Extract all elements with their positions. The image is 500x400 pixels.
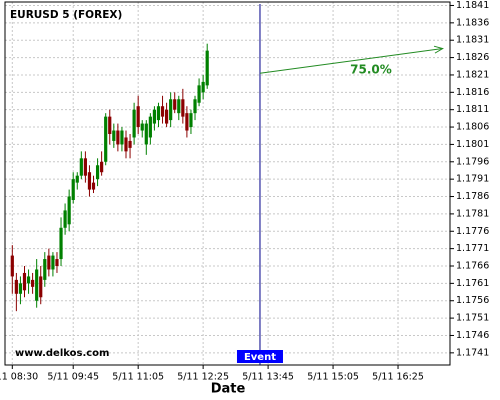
x-tick-label: 5/11 08:30 (0, 372, 38, 383)
projection-label: 75.0% (350, 63, 392, 77)
y-tick-label: 1.1766 (456, 261, 489, 272)
y-tick-label: 1.1756 (456, 295, 489, 306)
candle-body (39, 276, 43, 298)
candle-body (55, 259, 59, 266)
y-tick-label: 1.1801 (456, 139, 489, 150)
candle-body (22, 272, 27, 291)
candle-body (148, 116, 152, 138)
candle-body (75, 175, 79, 183)
candle-body (169, 99, 173, 121)
watermark: www.delkos.com (15, 348, 109, 359)
y-tick-label: 1.1836 (456, 17, 489, 28)
y-tick-label: 1.1751 (456, 313, 489, 324)
candle-body (112, 130, 116, 141)
candle-body (79, 158, 83, 176)
y-tick-label: 1.1821 (456, 69, 489, 80)
candle-body (205, 50, 209, 86)
candle-body (26, 276, 31, 284)
candle-body (18, 283, 23, 294)
y-tick-label: 1.1781 (456, 208, 489, 219)
event-label: Event (244, 352, 276, 363)
candle-body (67, 196, 71, 225)
candle-body (91, 182, 96, 190)
candle-body (95, 165, 100, 180)
candle-body (87, 172, 92, 190)
candle-body (31, 279, 35, 287)
candle-body (83, 158, 87, 176)
chart-title: EURUSD 5 (FOREX) (10, 9, 122, 21)
y-tick-label: 1.1841 (456, 0, 489, 11)
candle-body (100, 161, 104, 173)
candle-body (177, 99, 181, 114)
candle-body (47, 255, 51, 270)
x-tick-label: 5/11 13:45 (242, 372, 294, 383)
candle-body (189, 113, 193, 128)
y-tick-label: 1.1811 (456, 104, 489, 115)
y-tick-label: 1.1826 (456, 52, 489, 63)
projection-arrow (259, 48, 443, 74)
arrow-head (433, 45, 444, 54)
candle-body (108, 116, 112, 134)
candle-body (173, 99, 177, 110)
candle-body (124, 137, 128, 152)
y-tick-label: 1.1741 (456, 347, 489, 358)
y-tick-label: 1.1746 (456, 330, 489, 341)
candles (10, 43, 209, 312)
candle-body (197, 85, 201, 103)
candle-body (104, 116, 108, 162)
candle-body (193, 99, 197, 114)
candle-body (43, 259, 47, 280)
candle-body (51, 255, 55, 270)
y-tick-label: 1.1816 (456, 87, 489, 98)
candle-body (35, 269, 39, 301)
candle-body (71, 179, 75, 200)
candle-body (201, 81, 205, 93)
candle-body (136, 106, 140, 128)
x-tick-label: 5/11 09:45 (47, 372, 99, 383)
x-tick-label: 5/11 11:05 (112, 372, 164, 383)
y-tick-label: 1.1786 (456, 191, 489, 202)
candle-body (164, 109, 169, 124)
candle-body (10, 255, 14, 277)
x-tick-label: 5/11 12:25 (177, 372, 229, 383)
candle-body (160, 106, 165, 117)
candle-body (116, 130, 120, 145)
candle-body (14, 279, 18, 294)
candle-body (63, 210, 67, 228)
x-tick-label: 5/11 15:05 (307, 372, 359, 383)
candle-body (152, 109, 157, 124)
candle-body (120, 130, 124, 145)
candle-body (185, 113, 189, 131)
y-tick-label: 1.1806 (456, 122, 489, 133)
y-tick-label: 1.1771 (456, 243, 489, 254)
candle-body (128, 140, 132, 148)
y-tick-label: 1.1791 (456, 174, 489, 185)
y-tick-label: 1.1761 (456, 278, 489, 289)
candle-body (156, 106, 161, 121)
x-tick-label: 5/11 16:25 (372, 372, 424, 383)
candle-body (140, 123, 144, 131)
candle-body (144, 123, 148, 145)
x-axis-label: Date (211, 382, 246, 397)
candle-body (132, 109, 136, 138)
y-tick-label: 1.1831 (456, 35, 489, 46)
candle-body (181, 99, 185, 117)
event-label-box (236, 350, 283, 363)
y-tick-label: 1.1796 (456, 156, 489, 167)
y-tick-label: 1.1776 (456, 226, 489, 237)
plot-frame (4, 1, 451, 366)
candle-body (59, 227, 63, 260)
